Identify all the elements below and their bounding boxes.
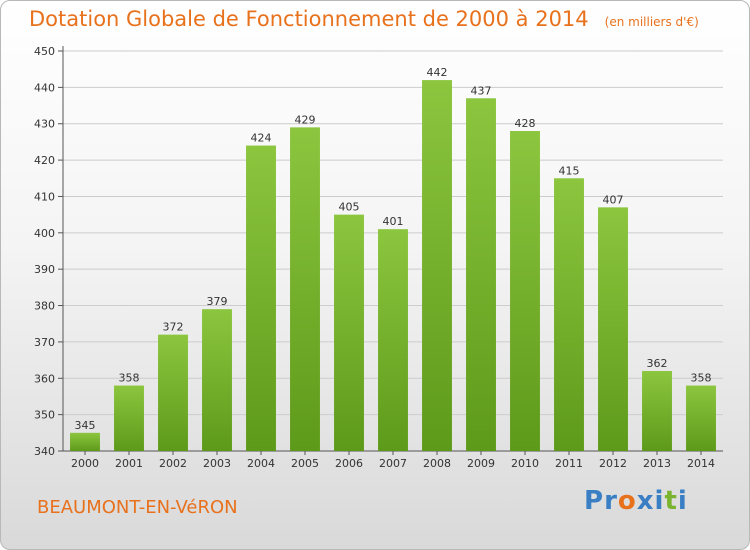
bar-value-label: 358 [691,372,712,385]
x-tick-label: 2012 [599,457,627,470]
bar [598,207,628,451]
y-tick-label: 410 [34,190,55,203]
logo-letter: t [664,486,678,516]
y-tick-label: 370 [34,336,55,349]
x-tick-label: 2007 [379,457,407,470]
bar [686,385,716,451]
x-tick-label: 2001 [115,457,143,470]
bar [510,131,540,451]
y-tick-label: 380 [34,300,55,313]
bar-value-label: 437 [471,84,492,97]
x-tick-label: 2004 [247,457,275,470]
y-tick-label: 390 [34,263,55,276]
bar-value-label: 415 [559,164,580,177]
logo-letter: r [604,486,618,516]
bar-value-label: 401 [383,215,404,228]
x-tick-label: 2009 [467,457,495,470]
chart-title: Dotation Globale de Fonctionnement de 20… [29,7,699,31]
bar-value-label: 358 [119,372,140,385]
chart-title-main: Dotation Globale de Fonctionnement de 20… [29,7,589,31]
bar-value-label: 362 [647,357,668,370]
bar [466,98,496,451]
logo-letter: i [654,486,665,516]
x-tick-label: 2002 [159,457,187,470]
bar [70,432,100,451]
y-tick-label: 430 [34,118,55,131]
proxiti-logo: Proxiti [584,486,688,516]
x-tick-label: 2003 [203,457,231,470]
y-tick-label: 350 [34,409,55,422]
x-tick-label: 2006 [335,457,363,470]
logo-letter: P [584,486,605,516]
commune-name: BEAUMONT-EN-VéRON [37,497,238,518]
bar [422,80,452,451]
bar-value-label: 405 [339,201,360,214]
logo-letter: x [636,486,655,516]
bar [246,145,276,451]
x-tick-label: 2000 [71,457,99,470]
x-tick-label: 2011 [555,457,583,470]
bar [642,371,672,451]
bar [114,385,144,451]
x-tick-label: 2005 [291,457,319,470]
bar-value-label: 407 [603,193,624,206]
x-tick-label: 2008 [423,457,451,470]
y-tick-label: 400 [34,227,55,240]
bar-value-label: 372 [163,321,184,334]
y-tick-label: 420 [34,154,55,167]
logo-letter: o [617,486,637,516]
x-tick-label: 2014 [687,457,715,470]
bar-value-label: 442 [427,66,448,79]
bar [158,334,188,451]
y-tick-label: 360 [34,372,55,385]
y-tick-label: 340 [34,445,55,458]
bar-value-label: 424 [251,132,272,145]
bar [554,178,584,452]
chart-title-unit: (en milliers d'€) [604,15,699,29]
logo-letter: i [677,486,688,516]
y-tick-label: 450 [34,45,55,58]
bar [378,229,408,451]
bar [334,214,364,451]
x-tick-label: 2013 [643,457,671,470]
bar [202,309,232,451]
bar-value-label: 429 [295,113,316,126]
bar-value-label: 428 [515,117,536,130]
bar-value-label: 345 [75,419,96,432]
bar [290,127,320,451]
y-tick-label: 440 [34,81,55,94]
bar-value-label: 379 [207,295,228,308]
x-tick-label: 2010 [511,457,539,470]
